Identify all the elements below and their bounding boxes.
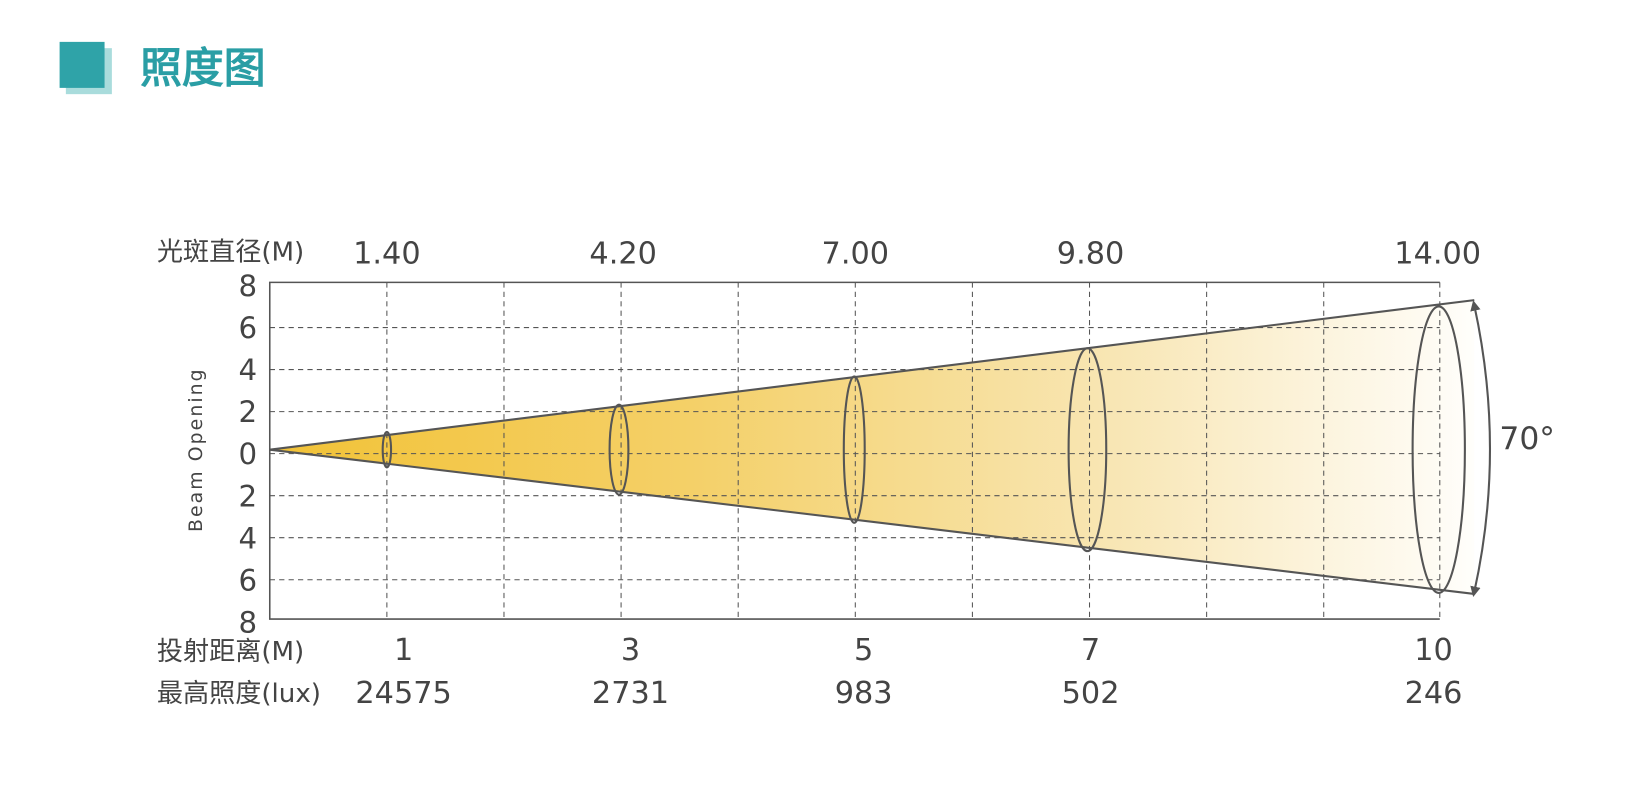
- lux-value: 2731: [592, 676, 669, 711]
- lux-value: 502: [1062, 676, 1120, 711]
- diameter-value: 9.80: [1057, 237, 1124, 272]
- y-tick-label: 4: [238, 521, 257, 555]
- beam-edge: [269, 299, 1475, 451]
- y-tick-label: 0: [238, 437, 257, 471]
- y-tick-label: 6: [238, 563, 257, 597]
- beam-cone: [269, 300, 1475, 594]
- diameter-value: 7.00: [822, 237, 890, 272]
- beam-section: [1411, 305, 1466, 594]
- beam-section: [608, 403, 630, 496]
- beam-edge: [269, 448, 1475, 595]
- y-tick-label: 6: [238, 311, 257, 345]
- distance-value: 3: [621, 633, 640, 668]
- y-tick-label: 2: [238, 479, 257, 513]
- distance-value: 7: [1081, 633, 1100, 668]
- lux-value: 24575: [355, 676, 451, 711]
- y-tick-label: 2: [238, 395, 257, 429]
- angle-arc: [1470, 300, 1492, 597]
- diameter-label: 光斑直径(M): [157, 238, 304, 268]
- lux-value: 983: [835, 676, 893, 711]
- y-tick-label: 4: [238, 353, 257, 387]
- distance-value: 5: [854, 633, 873, 668]
- title-icon: [59, 41, 105, 88]
- y-tick-label: 8: [238, 269, 257, 303]
- distance-value: 10: [1414, 633, 1453, 668]
- lux-value: 246: [1405, 676, 1463, 711]
- y-tick-label: 8: [238, 605, 257, 639]
- angle-label: 70°: [1499, 421, 1555, 457]
- distance-value: 1: [394, 633, 413, 668]
- diameter-value: 1.40: [353, 237, 420, 272]
- beam-section: [1067, 347, 1108, 553]
- lux-label: 最高照度(lux): [157, 679, 321, 709]
- diameter-value: 4.20: [589, 237, 657, 272]
- diameter-value: 14.00: [1394, 237, 1481, 272]
- beam-section: [842, 375, 866, 524]
- beam-section: [381, 430, 393, 469]
- y-axis-label: Beam Opening: [186, 367, 207, 532]
- distance-label: 投射距离(M): [157, 637, 304, 667]
- page-title: 照度图: [140, 44, 265, 93]
